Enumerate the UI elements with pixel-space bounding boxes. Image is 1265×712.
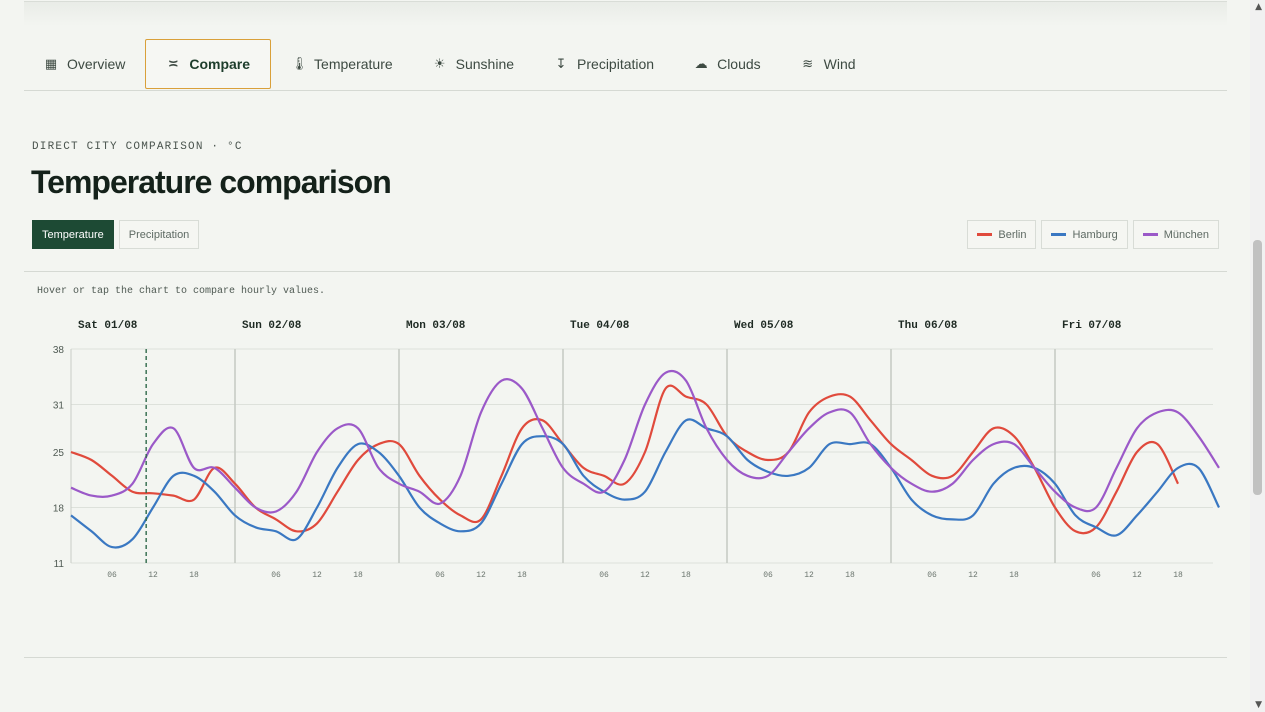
hour-tick-label: 18: [1173, 571, 1183, 580]
day-label: Thu 06/08: [898, 320, 958, 332]
hour-tick-label: 18: [353, 571, 363, 580]
tab-label: Sunshine: [455, 56, 515, 72]
hour-tick-label: 06: [927, 571, 937, 580]
precipitation-toggle-button[interactable]: Precipitation: [118, 220, 200, 249]
hamburg-swatch: [1051, 233, 1067, 236]
hour-tick-label: 12: [640, 571, 650, 580]
hour-tick-label: 12: [968, 571, 978, 580]
hour-tick-label: 18: [517, 571, 527, 580]
scroll-up-icon[interactable]: ▲: [1255, 2, 1262, 12]
tab-label: Precipitation: [577, 56, 655, 72]
hour-tick-label: 18: [681, 571, 691, 580]
tab-sunshine[interactable]: ☀ Sunshine: [413, 39, 534, 89]
hour-tick-label: 12: [312, 571, 322, 580]
tab-temperature[interactable]: 🌡 Temperature: [271, 39, 413, 89]
y-tick-label: 18: [53, 504, 65, 515]
hour-tick-label: 06: [1091, 571, 1101, 580]
hour-tick-label: 18: [845, 571, 855, 580]
berlin-swatch: [977, 233, 993, 236]
scroll-thumb[interactable]: [1253, 240, 1262, 495]
hour-tick-label: 12: [476, 571, 486, 580]
top-card-shadow: [24, 2, 1227, 26]
wind-icon: ≋: [802, 56, 814, 72]
tab-compare[interactable]: ≍ Compare: [145, 39, 272, 89]
tab-precipitation[interactable]: ↧ Precipitation: [534, 39, 674, 89]
section-eyebrow: DIRECT CITY COMPARISON · °C: [32, 141, 243, 153]
series-line-hamburg: [70, 418, 1220, 549]
tab-bar: ▦ Overview ≍ Compare 🌡 Temperature ☀ Sunshin…: [24, 38, 1227, 91]
day-label: Mon 03/08: [406, 320, 466, 332]
hour-tick-label: 06: [271, 571, 281, 580]
hour-tick-label: 12: [148, 571, 158, 580]
day-label: Tue 04/08: [570, 320, 630, 332]
tab-wind[interactable]: ≋ Wind: [781, 39, 876, 89]
rain-icon: ↧: [555, 56, 567, 72]
legend-berlin[interactable]: Berlin: [967, 220, 1037, 249]
day-label: Sat 01/08: [78, 320, 138, 332]
muenchen-swatch: [1142, 233, 1158, 236]
tab-label: Overview: [67, 56, 126, 72]
tab-label: Temperature: [314, 56, 393, 72]
legend-label: Berlin: [998, 228, 1027, 241]
tab-clouds[interactable]: ☁ Clouds: [674, 39, 781, 89]
tab-label: Clouds: [717, 56, 761, 72]
hour-tick-label: 06: [435, 571, 445, 580]
hour-tick-label: 06: [599, 571, 609, 580]
series-line-muenchen: [70, 369, 1220, 514]
y-tick-label: 38: [53, 345, 65, 356]
tab-overview[interactable]: ▦ Overview: [24, 39, 145, 89]
day-label: Wed 05/08: [734, 320, 794, 332]
legend-muenchen[interactable]: München: [1132, 220, 1219, 249]
chart-hint: Hover or tap the chart to compare hourly…: [37, 286, 326, 297]
hour-tick-label: 12: [804, 571, 814, 580]
tab-label: Wind: [823, 56, 856, 72]
scroll-down-icon[interactable]: ▼: [1255, 700, 1262, 710]
legend-label: München: [1163, 228, 1209, 241]
hour-tick-label: 06: [763, 571, 773, 580]
top-card-edge: [24, 0, 1227, 2]
y-tick-label: 31: [53, 400, 65, 411]
hour-tick-label: 18: [189, 571, 199, 580]
day-label: Fri 07/08: [1062, 320, 1122, 332]
chart-panel: [24, 271, 1227, 658]
grid-icon: ▦: [44, 56, 58, 72]
legend-hamburg[interactable]: Hamburg: [1041, 220, 1128, 249]
hour-tick-label: 06: [107, 571, 117, 580]
legend-label: Hamburg: [1072, 228, 1118, 241]
cloud-icon: ☁: [694, 56, 708, 72]
sun-icon: ☀: [433, 56, 446, 72]
y-tick-label: 11: [54, 559, 65, 570]
y-tick-label: 25: [53, 448, 65, 459]
city-legend: Berlin Hamburg München: [967, 220, 1219, 249]
metric-toggle: Temperature Precipitation: [32, 220, 200, 249]
compare-icon: ≍: [167, 56, 179, 72]
page-title: Temperature comparison: [31, 164, 392, 200]
temperature-toggle-button[interactable]: Temperature: [32, 220, 114, 249]
day-label: Sun 02/08: [242, 320, 302, 332]
hour-tick-label: 18: [1009, 571, 1019, 580]
scrollbar[interactable]: ▲ ▼: [1250, 0, 1265, 712]
thermometer-icon: 🌡: [291, 56, 308, 72]
tab-label: Compare: [189, 56, 251, 72]
hour-tick-label: 12: [1132, 571, 1142, 580]
